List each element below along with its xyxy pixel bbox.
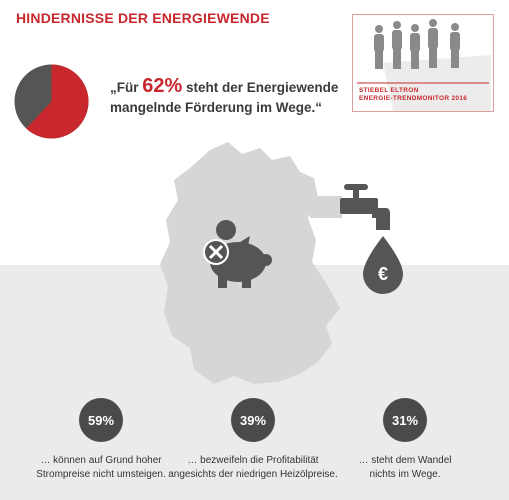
pie-chart-icon [14,64,89,139]
pie-slice [26,64,89,139]
stat-item: 31% … steht dem Wandel nichts im Wege. [300,398,509,482]
quote-prefix: „Für [110,80,143,95]
stat-circle: 39% [231,398,275,442]
brand-line1: STIEBEL ELTRON [359,87,419,94]
brand-box: STIEBEL ELTRON ENERGIE-TRENDMONITOR 2016 [352,14,494,112]
brand-caption: STIEBEL ELTRON ENERGIE-TRENDMONITOR 2016 [359,87,467,103]
quote-line2: mangelnde Förderung im Wege.“ [110,100,323,115]
piggy-bank-icon [203,220,272,288]
stat-description: … können auf Grund hoher Strompreise nic… [36,455,166,480]
quote-line1: steht der Energiewende [182,80,339,95]
water-tap-icon [340,184,390,230]
euro-drop-icon: € [363,236,403,294]
brand-line2: ENERGIE-TRENDMONITOR 2016 [359,95,468,102]
stat-item: 39% … bezweifeln die Profitabilität ange… [148,398,358,482]
quote-percent: 62% [142,75,183,97]
tap-body-icon [310,196,342,218]
people-group-icon [357,19,491,111]
svg-text:€: € [378,264,388,284]
stat-description: … steht dem Wandel nichts im Wege. [358,455,452,480]
stat-description: … bezweifeln die Profitabilität angesich… [168,455,338,480]
coin-icon [216,220,236,240]
germany-map-icon: € [160,142,403,384]
page-title: HINDERNISSE DER ENERGIEWENDE [16,10,270,26]
headline-quote: „Für 62% steht der Energiewende mangelnd… [110,76,360,118]
stat-circle: 31% [383,398,427,442]
stat-item: 59% … können auf Grund hoher Strompreise… [0,398,206,482]
stat-circle: 59% [79,398,123,442]
